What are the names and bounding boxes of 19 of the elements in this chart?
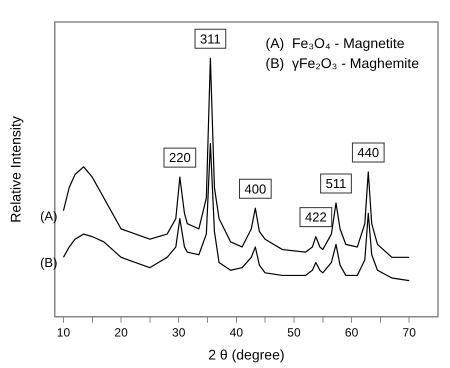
y-axis-title: Relative Intensity: [7, 116, 24, 223]
annotation: 511: [326, 176, 346, 192]
annotation: 220: [168, 150, 191, 166]
x-tick-label: 70: [402, 325, 416, 340]
series-label: (B): [40, 254, 58, 270]
series-label: (A): [40, 208, 58, 224]
x-tick-label: 60: [344, 325, 359, 340]
annotation: 311: [200, 31, 221, 46]
annotation: 422: [304, 210, 327, 225]
annotation: 440: [357, 145, 380, 160]
x-axis-title: 2 θ (degree): [208, 346, 285, 362]
x-tick-label: 50: [287, 325, 301, 340]
x-tick-label: 30: [172, 325, 186, 340]
x-tick-label: 20: [114, 325, 128, 340]
x-tick-label: 10: [56, 325, 70, 340]
annotation: 400: [244, 181, 266, 196]
annotation: (B) γFe₂O₃ - Maghemite: [266, 54, 420, 71]
text: (A) Fe₃O₄ - Magnetite: [266, 34, 405, 51]
x-tick-label: 40: [230, 325, 244, 340]
